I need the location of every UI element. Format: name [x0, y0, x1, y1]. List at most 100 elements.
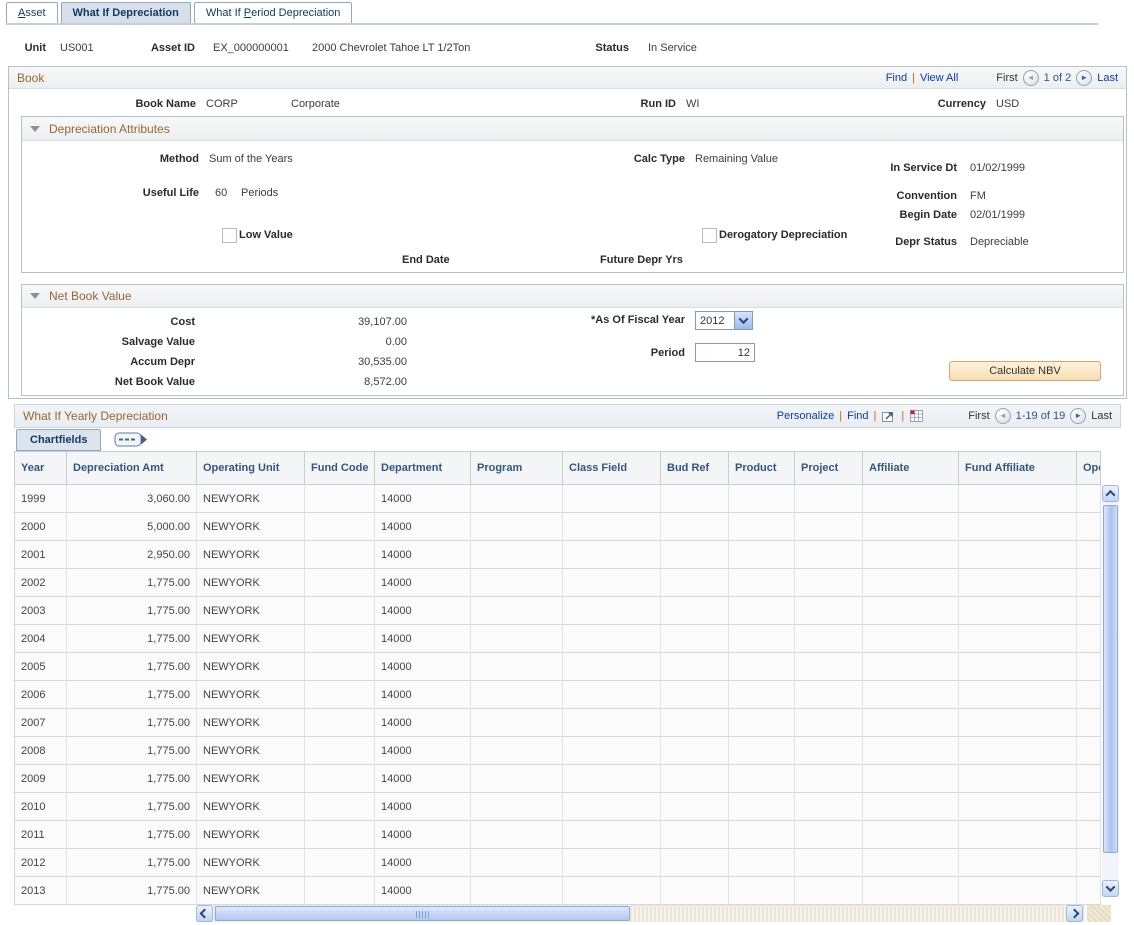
year-link[interactable]: 2002 — [14, 568, 67, 597]
year-link[interactable]: 2005 — [14, 652, 67, 681]
year-link[interactable]: 2008 — [14, 736, 67, 765]
operating-unit-affiliate-cell — [1076, 596, 1101, 625]
book-find-link[interactable]: Find — [885, 71, 908, 84]
calculate-nbv-button[interactable]: Calculate NBV — [949, 361, 1101, 381]
fund-code-cell — [304, 764, 375, 793]
show-all-columns-icon[interactable] — [114, 431, 148, 452]
year-link[interactable]: 2013 — [14, 876, 67, 905]
book-view-all-link[interactable]: View All — [919, 71, 959, 84]
depreciation-amt-cell: 1,775.00 — [66, 708, 197, 737]
method-value: Sum of the Years — [209, 153, 293, 165]
year-link[interactable]: 2003 — [14, 596, 67, 625]
department-cell: 14000 — [374, 540, 471, 569]
operating-unit-cell: NEWYORK — [196, 680, 305, 709]
grid-next-arrow-icon[interactable]: ► — [1070, 408, 1087, 424]
year-link[interactable]: 2004 — [14, 624, 67, 653]
year-link[interactable]: 2012 — [14, 848, 67, 877]
page-tabbar: Asset What If Depreciation What If Perio… — [6, 2, 353, 23]
book-next-arrow-icon[interactable]: ► — [1076, 69, 1093, 86]
chevron-left-icon — [199, 908, 210, 919]
program-cell — [470, 876, 563, 905]
scroll-left-icon[interactable] — [196, 905, 213, 922]
affiliate-cell — [862, 792, 959, 821]
tab-what-if-depreciation[interactable]: What If Depreciation — [60, 2, 191, 23]
scroll-down-icon[interactable] — [1102, 880, 1119, 897]
derogatory-depreciation-checkbox[interactable] — [702, 228, 717, 243]
department-cell: 14000 — [374, 764, 471, 793]
table-row: 2004 1,775.00 NEWYORK 14000 — [14, 624, 1101, 653]
period-input[interactable] — [695, 343, 755, 362]
column-header[interactable]: Fund Code — [304, 451, 375, 485]
horizontal-scrollbar-thumb[interactable] — [215, 906, 630, 921]
year-link[interactable]: 2001 — [14, 540, 67, 569]
table-header-row: Year Depreciation Amt Operating Unit Fund C… — [14, 451, 1101, 485]
column-header[interactable]: Product — [728, 451, 795, 485]
year-link[interactable]: 1999 — [14, 484, 67, 513]
operating-unit-cell: NEWYORK — [196, 568, 305, 597]
grid-previous-arrow-icon[interactable]: ◄ — [994, 408, 1011, 424]
end-date-label: End Date — [402, 254, 450, 266]
grid-find-link[interactable]: Find — [847, 410, 869, 422]
tab-chartfields[interactable]: Chartfields — [16, 429, 102, 451]
chevron-right-icon — [1069, 908, 1080, 919]
operating-unit-affiliate-cell — [1076, 848, 1101, 877]
operating-unit-affiliate-cell — [1076, 792, 1101, 821]
affiliate-cell — [862, 876, 959, 905]
vertical-scrollbar-thumb[interactable] — [1103, 505, 1118, 853]
useful-life-unit: Periods — [241, 187, 279, 199]
year-link[interactable]: 2009 — [14, 764, 67, 793]
column-header[interactable]: Bud Ref — [660, 451, 729, 485]
bud-ref-cell — [660, 764, 729, 793]
book-last-link[interactable]: Last — [1097, 71, 1118, 84]
class-field-cell — [562, 540, 661, 569]
tab-asset[interactable]: Asset — [6, 2, 58, 23]
column-header[interactable]: Depreciation Amt — [66, 451, 197, 485]
pipe-separator: | — [873, 410, 877, 422]
column-header[interactable]: Program — [470, 451, 563, 485]
tab-period-pre: What If — [205, 7, 244, 19]
column-header[interactable]: Operating Un — [1076, 451, 1101, 485]
download-grid-icon[interactable] — [909, 409, 924, 423]
depreciation-amt-cell: 1,775.00 — [66, 568, 197, 597]
zoom-popup-icon[interactable] — [881, 409, 896, 423]
column-header[interactable]: Department — [374, 451, 471, 485]
column-header[interactable]: Year — [14, 451, 67, 485]
depreciation-attributes-title: Depreciation Attributes — [49, 121, 170, 136]
asset-description: 2000 Chevrolet Tahoe LT 1/2Ton — [312, 42, 471, 54]
column-header[interactable]: Fund Affiliate — [958, 451, 1077, 485]
operating-unit-cell: NEWYORK — [196, 876, 305, 905]
fund-code-cell — [304, 652, 375, 681]
scroll-up-icon[interactable] — [1102, 485, 1119, 502]
collapse-triangle-icon[interactable] — [30, 293, 40, 299]
book-previous-arrow-icon[interactable]: ◄ — [1022, 69, 1039, 86]
column-header[interactable]: Class Field — [562, 451, 661, 485]
in-service-date-label: In Service Dt — [890, 162, 957, 174]
year-link[interactable]: 2011 — [14, 820, 67, 849]
year-link[interactable]: 2000 — [14, 512, 67, 541]
fiscal-year-select[interactable]: 2012 — [695, 311, 753, 330]
scroll-right-icon[interactable] — [1066, 905, 1083, 922]
collapse-triangle-icon[interactable] — [30, 125, 40, 132]
future-depr-yrs-label: Future Depr Yrs — [600, 254, 683, 266]
column-header[interactable]: Operating Unit — [196, 451, 305, 485]
column-header[interactable]: Project — [794, 451, 863, 485]
product-cell — [728, 736, 795, 765]
tab-what-if-period-depreciation[interactable]: What If Period Depreciation — [193, 2, 353, 23]
low-value-checkbox[interactable] — [222, 228, 237, 243]
convention-label: Convention — [896, 190, 958, 202]
personalize-link[interactable]: Personalize — [776, 410, 835, 422]
program-cell — [470, 848, 563, 877]
table-row: 2009 1,775.00 NEWYORK 14000 — [14, 764, 1101, 793]
bud-ref-cell — [660, 652, 729, 681]
operating-unit-cell: NEWYORK — [196, 484, 305, 513]
year-link[interactable]: 2010 — [14, 792, 67, 821]
dropdown-button[interactable] — [734, 312, 752, 329]
year-link[interactable]: 2006 — [14, 680, 67, 709]
program-cell — [470, 652, 563, 681]
as-of-fiscal-year-label: *As Of Fiscal Year — [591, 314, 685, 326]
column-header[interactable]: Affiliate — [862, 451, 959, 485]
year-link[interactable]: 2007 — [14, 708, 67, 737]
fund-code-cell — [304, 820, 375, 849]
operating-unit-affiliate-cell — [1076, 736, 1101, 765]
